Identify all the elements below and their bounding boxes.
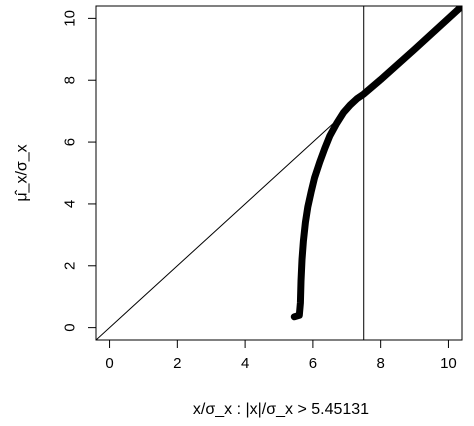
y-tick-label: 4 xyxy=(62,200,79,208)
x-tick-label: 10 xyxy=(440,355,457,372)
x-tick-label: 6 xyxy=(309,355,317,372)
y-tick-label: 6 xyxy=(62,138,79,146)
x-tick-label: 2 xyxy=(173,355,181,372)
y-tick-label: 10 xyxy=(62,10,79,27)
x-tick-label: 8 xyxy=(376,355,384,372)
y-axis: 0 2 4 6 8 10 xyxy=(62,10,97,332)
y-tick-label: 0 xyxy=(62,323,79,331)
x-tick-label: 0 xyxy=(105,355,113,372)
x-tick-label: 4 xyxy=(241,355,249,372)
y-tick-label: 2 xyxy=(62,262,79,270)
series-line-0 xyxy=(290,6,462,321)
x-axis-label: x/σ_x : |x|/σ_x > 5.45131 xyxy=(193,401,369,418)
y-axis-label: μ̂_x/σ_x xyxy=(14,144,31,201)
x-axis: 0 2 4 6 8 10 xyxy=(105,339,457,372)
series-layer xyxy=(290,6,462,321)
y-tick-label: 8 xyxy=(62,76,79,84)
